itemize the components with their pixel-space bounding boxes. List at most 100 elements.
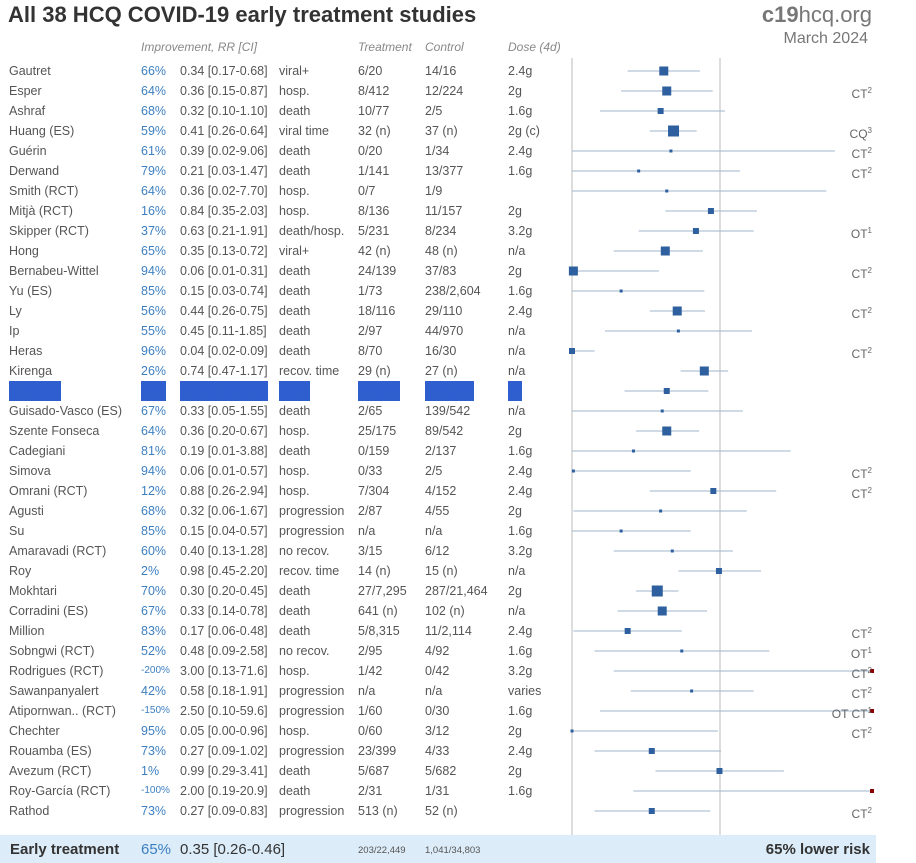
study-row[interactable]: Atipornwan.. (RCT) -150% 2.50 [0.10-59.6] p… <box>0 701 570 721</box>
study-badge: CT2 <box>852 261 872 284</box>
study-row[interactable]: Huang (ES) 59% 0.41 [0.26-0.64] viral time 3… <box>0 121 570 141</box>
study-rr: 0.34 [0.17-0.68] <box>180 64 268 78</box>
study-badge: OT1 <box>851 221 872 244</box>
study-control: 48 (n) <box>425 244 458 258</box>
study-badge: CT2 <box>852 341 872 364</box>
study-rr: 0.36 [0.02-7.70] <box>180 184 268 198</box>
study-rr: 0.21 [0.03-1.47] <box>180 164 268 178</box>
study-row[interactable]: Mokhtari 70% 0.30 [0.20-0.45] death 27/7,295… <box>0 581 570 601</box>
study-rr: 0.04 [0.02-0.09] <box>180 344 268 358</box>
study-row[interactable]: Gautret 66% 0.34 [0.17-0.68] viral+ 6/20 14/1… <box>0 61 570 81</box>
study-row[interactable]: Su 85% 0.15 [0.04-0.57] progression n/a n/a 1.… <box>0 521 570 541</box>
summary-row: Early treatment 65% 0.35 [0.26-0.46] 203… <box>0 835 876 863</box>
effect-marker <box>659 66 669 76</box>
study-row[interactable]: Kirenga 26% 0.74 [0.47-1.17] recov. time 29 … <box>0 361 570 381</box>
study-improvement: 2% <box>141 564 160 578</box>
study-row[interactable]: Rouamba (ES) 73% 0.27 [0.09-1.02] progressi… <box>0 741 570 761</box>
study-outcome: death <box>279 784 311 798</box>
study-dose: 2.4g <box>508 144 533 158</box>
study-row[interactable]: Heras 96% 0.04 [0.02-0.09] death 8/70 16/30 n/… <box>0 341 570 361</box>
study-control: 11/2,114 <box>425 624 472 638</box>
study-row[interactable]: Rathod 73% 0.27 [0.09-0.83] progression 513 … <box>0 801 570 821</box>
study-treatment: 7/1,817 <box>358 381 400 401</box>
study-treatment: 24/139 <box>358 264 397 278</box>
study-row[interactable]: Sulaiman 64% 0.36 [0.16-0.80] death 7/1,817 5… <box>0 381 570 401</box>
study-control: 1/31 <box>425 784 450 798</box>
study-treatment: 7/304 <box>358 484 390 498</box>
study-improvement: 95% <box>141 724 167 738</box>
study-row[interactable]: Esper 64% 0.36 [0.15-0.87] hosp. 8/412 12/224… <box>0 81 570 101</box>
study-outcome: progression <box>279 744 345 758</box>
study-improvement: 56% <box>141 304 167 318</box>
study-row[interactable]: Avezum (RCT) 1% 0.99 [0.29-3.41] death 5/687… <box>0 761 570 781</box>
study-dose: 3.2g <box>508 664 533 678</box>
study-rr: 0.30 [0.20-0.45] <box>180 584 268 598</box>
study-improvement: 73% <box>141 744 167 758</box>
study-row[interactable]: Yu (ES) 85% 0.15 [0.03-0.74] death 1/73 238/2… <box>0 281 570 301</box>
study-control: 6/12 <box>425 544 450 558</box>
study-row[interactable]: Omrani (RCT) 12% 0.88 [0.26-2.94] hosp. 7/30… <box>0 481 570 501</box>
badge-label: CT <box>851 147 868 161</box>
study-row[interactable]: Hong 65% 0.35 [0.13-0.72] viral+ 42 (n) 48 (n… <box>0 241 570 261</box>
study-dose: n/a <box>508 604 526 618</box>
study-dose: n/a <box>508 404 526 418</box>
study-control: 1/34 <box>425 144 450 158</box>
study-row[interactable]: Million 83% 0.17 [0.06-0.48] death 5/8,315 11… <box>0 621 570 641</box>
study-improvement: 94% <box>141 264 167 278</box>
study-row[interactable]: Chechter 95% 0.05 [0.00-0.96] hosp. 0/60 3/12… <box>0 721 570 741</box>
study-row[interactable]: Szente Fonseca 64% 0.36 [0.20-0.67] hosp. 25… <box>0 421 570 441</box>
study-row[interactable]: Amaravadi (RCT) 60% 0.40 [0.13-1.28] no rec… <box>0 541 570 561</box>
study-name: Kirenga <box>9 364 53 378</box>
study-row[interactable]: Ly 56% 0.44 [0.26-0.75] death 18/116 29/110 2.… <box>0 301 570 321</box>
study-outcome: death <box>279 381 311 401</box>
study-control: 0/42 <box>425 664 450 678</box>
study-row[interactable]: Sawanpanyalert 42% 0.58 [0.18-1.91] progres… <box>0 681 570 701</box>
study-rr: 0.41 [0.26-0.64] <box>180 124 268 138</box>
study-control: 29/110 <box>425 304 463 318</box>
badge-label: OT <box>850 227 868 241</box>
study-row[interactable]: Agusti 68% 0.32 [0.06-1.67] progression 2/87… <box>0 501 570 521</box>
effect-marker <box>668 125 680 137</box>
study-treatment: 0/33 <box>358 464 383 478</box>
badge-label: CT <box>851 267 868 281</box>
brand-bold: c19 <box>761 2 799 27</box>
study-treatment: 42 (n) <box>358 244 391 258</box>
study-row[interactable]: Roy 2% 0.98 [0.45-2.20] recov. time 14 (n) 15… <box>0 561 570 581</box>
study-row[interactable]: Derwand 79% 0.21 [0.03-1.47] death 1/141 13/3… <box>0 161 570 181</box>
study-row[interactable]: Bernabeu-Wittel 94% 0.06 [0.01-0.31] death 2… <box>0 261 570 281</box>
study-row[interactable]: Roy-García (RCT) -100% 2.00 [0.19-20.9] dea… <box>0 781 570 801</box>
study-row[interactable]: Rodrigues (RCT) -200% 3.00 [0.13-71.6] hosp… <box>0 661 570 681</box>
study-rr: 0.33 [0.05-1.55] <box>180 404 268 418</box>
effect-marker <box>707 208 714 214</box>
study-row[interactable]: Mitjà (RCT) 16% 0.84 [0.35-2.03] hosp. 8/136… <box>0 201 570 221</box>
study-row[interactable]: Simova 94% 0.06 [0.01-0.57] hosp. 0/33 2/5 2.4… <box>0 461 570 481</box>
study-row[interactable]: Skipper (RCT) 37% 0.63 [0.21-1.91] death/ho… <box>0 221 570 241</box>
study-row[interactable]: Guérin 61% 0.39 [0.02-9.06] death 0/20 1/34 2.… <box>0 141 570 161</box>
study-outcome: hosp. <box>279 424 310 438</box>
study-row[interactable]: Cadegiani 81% 0.19 [0.01-3.88] death 0/159 2/… <box>0 441 570 461</box>
study-row[interactable]: Sobngwi (RCT) 52% 0.48 [0.09-2.58] no recov… <box>0 641 570 661</box>
study-row[interactable]: Corradini (ES) 67% 0.33 [0.14-0.78] death 64… <box>0 601 570 621</box>
study-row[interactable]: Ip 55% 0.45 [0.11-1.85] death 2/97 44/970 n/a <box>0 321 570 341</box>
study-control: 14/16 <box>425 64 457 78</box>
study-name: Rathod <box>9 804 50 818</box>
study-rr: 0.63 [0.21-1.91] <box>180 224 268 238</box>
study-name: Szente Fonseca <box>9 424 100 438</box>
effect-marker <box>715 568 722 574</box>
effect-marker <box>663 388 670 394</box>
study-outcome: hosp. <box>279 184 310 198</box>
study-row[interactable]: Guisado-Vasco (ES) 67% 0.33 [0.05-1.55] dea… <box>0 401 570 421</box>
brand-logo[interactable]: c19hcq.org <box>762 2 872 28</box>
study-row[interactable]: Ashraf 68% 0.32 [0.10-1.10] death 10/77 2/5 1.… <box>0 101 570 121</box>
effect-marker <box>637 169 641 173</box>
study-outcome: hosp. <box>279 484 310 498</box>
study-name: Chechter <box>9 724 60 738</box>
study-outcome: hosp. <box>279 84 310 98</box>
study-rr: 0.15 [0.03-0.74] <box>180 284 268 298</box>
effect-marker <box>665 189 669 193</box>
study-dose: 2.4g <box>508 304 533 318</box>
study-name: Agusti <box>9 504 44 518</box>
study-name: Mitjà (RCT) <box>9 204 73 218</box>
study-outcome: death <box>279 764 311 778</box>
study-row[interactable]: Smith (RCT) 64% 0.36 [0.02-7.70] hosp. 0/7 1/… <box>0 181 570 201</box>
